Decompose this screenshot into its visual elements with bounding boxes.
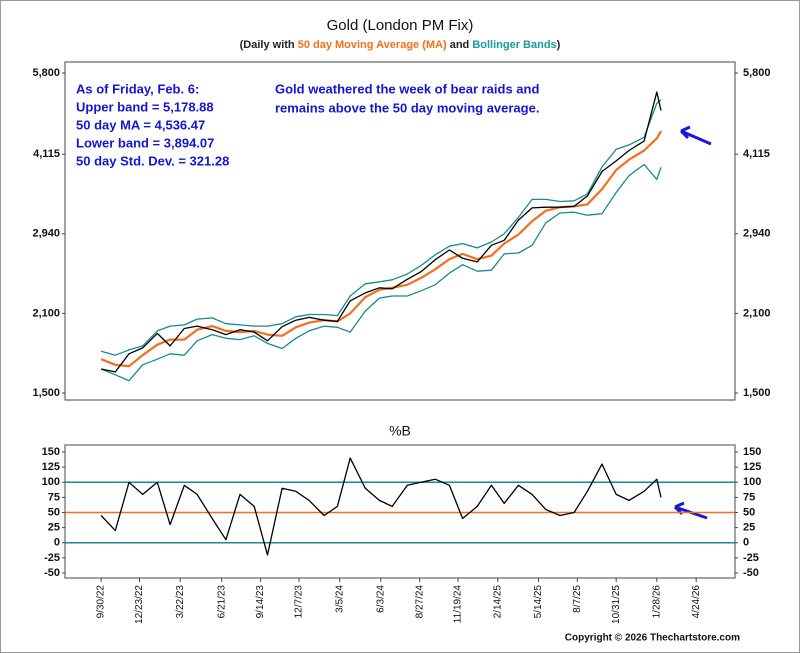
copyright: Copyright © 2026 Thechartstore.com bbox=[565, 633, 740, 644]
x-tick-label: 3/22/23 bbox=[175, 585, 186, 619]
y-tick-label: 4,115 bbox=[33, 148, 60, 160]
y-tick-label: 75 bbox=[48, 491, 60, 503]
y-tick-label: 0 bbox=[743, 537, 749, 549]
x-tick-label: 12/23/22 bbox=[134, 585, 145, 624]
y-tick-label: 25 bbox=[48, 522, 60, 534]
y-tick-label: -25 bbox=[44, 552, 60, 564]
subtitle-part: Bollinger Bands bbox=[472, 39, 556, 51]
x-tick-label: 1/28/26 bbox=[651, 585, 662, 619]
x-tick-label: 3/5/24 bbox=[334, 585, 345, 613]
y-tick-label: 125 bbox=[42, 461, 60, 473]
y-tick-label: 100 bbox=[42, 476, 60, 488]
x-tick-label: 2/14/25 bbox=[492, 585, 503, 619]
series-line bbox=[100, 457, 662, 556]
subtitle-part: 50 day Moving Average (MA) bbox=[298, 39, 447, 51]
subtitle-part: and bbox=[447, 39, 473, 51]
x-tick-label: 12/7/23 bbox=[294, 585, 305, 619]
y-tick-label: 0 bbox=[54, 537, 60, 549]
y-tick-label: 1,500 bbox=[32, 387, 60, 399]
y-tick-label: -25 bbox=[743, 552, 759, 564]
subtitle-part: ) bbox=[557, 39, 561, 51]
y-tick-label: 100 bbox=[743, 476, 761, 488]
chart-subtitle: (Daily with 50 day Moving Average (MA) a… bbox=[240, 39, 561, 51]
series-line bbox=[100, 163, 662, 382]
x-tick-label: 9/30/22 bbox=[96, 585, 107, 619]
y-tick-label: 125 bbox=[743, 461, 761, 473]
arrow bbox=[679, 125, 712, 146]
annotation: 50 day Std. Dev. = 321.28 bbox=[76, 153, 229, 168]
annotation: 50 day MA = 4,536.47 bbox=[76, 117, 205, 132]
annotation: remains above the 50 day moving average. bbox=[275, 100, 539, 115]
y-tick-label: 50 bbox=[48, 506, 60, 518]
annotation: As of Friday, Feb. 6: bbox=[76, 81, 199, 96]
annotation: Gold weathered the week of bear raids an… bbox=[275, 81, 539, 96]
annotation: Lower band = 3,894.07 bbox=[76, 135, 214, 150]
y-tick-label: 2,100 bbox=[32, 307, 60, 319]
x-tick-label: 6/21/23 bbox=[216, 585, 227, 619]
y-tick-label: 25 bbox=[743, 522, 755, 534]
chart-title: Gold (London PM Fix) bbox=[327, 17, 474, 34]
x-tick-label: 5/14/25 bbox=[533, 585, 544, 619]
y-tick-label: 2,940 bbox=[743, 228, 771, 240]
x-tick-label: 6/3/24 bbox=[375, 585, 386, 613]
y-tick-label: 150 bbox=[42, 446, 60, 458]
y-tick-label: 50 bbox=[743, 506, 755, 518]
series-line bbox=[100, 99, 662, 356]
y-tick-label: 150 bbox=[743, 446, 761, 458]
y-tick-label: 75 bbox=[743, 491, 755, 503]
y-tick-label: 1,500 bbox=[743, 387, 771, 399]
y-tick-label: -50 bbox=[44, 567, 60, 579]
subtitle-part: (Daily with bbox=[240, 39, 298, 51]
x-tick-label: 10/31/25 bbox=[611, 585, 622, 624]
x-tick-label: 4/24/26 bbox=[691, 585, 702, 619]
plot-frame bbox=[64, 61, 736, 401]
x-tick-label: 8/7/25 bbox=[572, 585, 583, 613]
x-tick-label: 11/19/24 bbox=[453, 585, 464, 624]
y-tick-label: 2,100 bbox=[743, 307, 771, 319]
annotation: Upper band = 5,178.88 bbox=[76, 99, 214, 114]
x-tick-label: 9/14/23 bbox=[255, 585, 266, 619]
y-tick-label: 4,115 bbox=[743, 148, 770, 160]
y-tick-label: 2,940 bbox=[32, 228, 60, 240]
y-tick-label: 5,800 bbox=[743, 67, 771, 79]
panel-title: %B bbox=[389, 423, 411, 439]
x-tick-label: 8/27/24 bbox=[414, 585, 425, 619]
y-tick-label: -50 bbox=[743, 567, 759, 579]
plot-frame bbox=[64, 444, 736, 579]
series-line bbox=[100, 91, 662, 373]
y-tick-label: 5,800 bbox=[32, 67, 60, 79]
